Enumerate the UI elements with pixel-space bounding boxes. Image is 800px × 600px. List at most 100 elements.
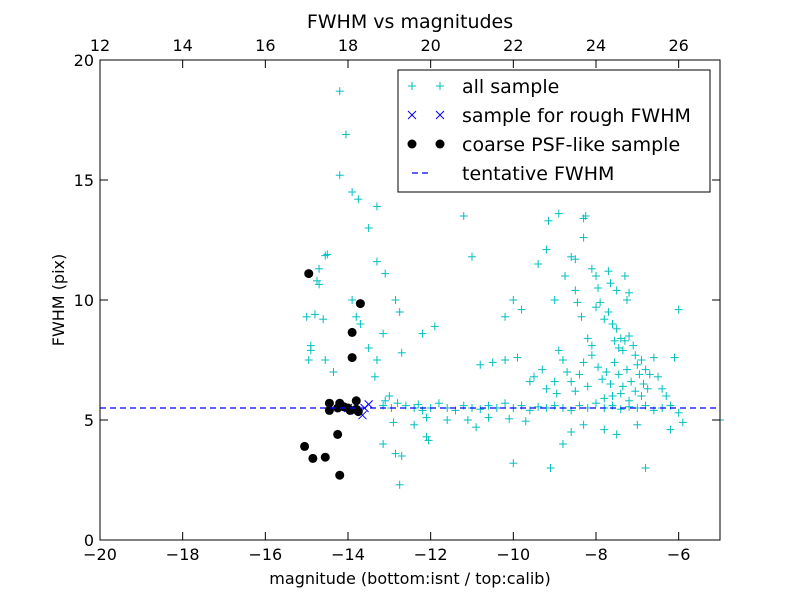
legend-sample-for-rough-fwhm-swatch-a-b	[407, 110, 417, 120]
all-sample-point	[579, 233, 588, 242]
all-sample-point	[600, 315, 609, 324]
all-sample-point	[616, 334, 625, 343]
all-sample-point	[604, 267, 613, 276]
all-sample-point	[610, 336, 619, 345]
all-sample-point	[633, 360, 642, 369]
legend-sample-for-rough-fwhm-label: sample for rough FWHM	[462, 105, 691, 127]
legend: all sample sample for rough FWHM coarse PS…	[397, 69, 711, 193]
all-sample-point	[606, 279, 615, 288]
all-sample-point	[612, 324, 621, 333]
all-sample-point	[608, 392, 617, 400]
all-sample-point	[592, 272, 600, 280]
all-sample-point	[600, 425, 609, 434]
all-sample-point	[315, 264, 324, 273]
all-sample-point	[379, 329, 388, 338]
all-sample-point	[575, 401, 584, 410]
all-sample-point	[606, 380, 615, 388]
all-sample-point	[391, 296, 400, 304]
all-sample-point	[649, 353, 658, 362]
all-sample-point	[637, 356, 646, 364]
all-sample-point	[552, 389, 561, 398]
all-sample-point	[602, 368, 611, 376]
all-sample-point	[525, 406, 534, 415]
all-sample-point	[315, 280, 324, 289]
legend-all-sample-swatch-b	[436, 82, 444, 90]
x-tick-label: −20	[83, 545, 117, 564]
all-sample-point	[530, 372, 538, 381]
all-sample-point	[364, 344, 373, 352]
all-sample-point	[422, 413, 431, 422]
legend-tentative-fwhm-label: tentative FWHM	[462, 163, 614, 185]
all-sample-point	[389, 418, 398, 427]
coarse-psf-like-sample-point	[308, 453, 318, 463]
all-sample-point	[645, 370, 654, 379]
coarse-psf-like-sample-point	[304, 269, 314, 279]
axis-ticks: −20 −18 −16 −14 −12 −10 −8 −6 12 14 16 18 20 22 24 26 0 5…	[74, 36, 720, 564]
all-sample-point	[472, 423, 481, 432]
coarse-psf-like-sample-point	[351, 396, 361, 406]
all-sample-point	[620, 272, 629, 280]
x-tick-label: −14	[331, 545, 365, 564]
all-sample-point	[643, 384, 652, 393]
all-sample-point	[348, 188, 357, 196]
all-sample-point	[513, 353, 522, 362]
all-sample-point	[587, 341, 596, 350]
all-sample-point	[414, 400, 423, 409]
all-sample-point	[443, 416, 452, 424]
all-sample-point	[393, 399, 402, 408]
all-sample-point	[625, 396, 634, 405]
all-sample-point	[662, 392, 671, 400]
all-sample-point	[422, 432, 431, 441]
all-sample-point	[571, 255, 580, 264]
x-tick-label: −6	[667, 545, 691, 564]
all-sample-point	[544, 216, 553, 225]
coarse-psf-like-sample-point	[324, 405, 334, 415]
all-sample-point	[395, 308, 404, 316]
top-tick-label: 16	[255, 36, 275, 55]
all-sample-point	[550, 296, 559, 304]
all-sample-point	[563, 368, 572, 376]
all-sample-point	[658, 384, 667, 393]
all-sample-point	[674, 305, 683, 314]
all-sample-point	[625, 332, 634, 340]
all-sample-point	[608, 320, 617, 328]
all-sample-point	[579, 358, 588, 367]
all-sample-point	[558, 440, 567, 448]
coarse-psf-like-sample-point	[320, 452, 330, 462]
all-sample-point	[623, 365, 631, 374]
all-sample-point	[598, 375, 607, 384]
coarse-psf-like-sample-point	[347, 353, 357, 363]
x-axis-label: magnitude (bottom:isnt / top:calib)	[269, 569, 550, 588]
all-sample-point	[391, 449, 400, 458]
chart-title: FWHM vs magnitudes	[307, 11, 513, 33]
all-sample-point	[583, 382, 592, 391]
coarse-psf-like-sample-point	[347, 327, 357, 337]
all-sample-point	[577, 312, 586, 321]
top-tick-label: 12	[90, 36, 110, 55]
y-tick-label: 15	[74, 171, 94, 190]
all-sample-point	[571, 387, 580, 396]
all-sample-point	[434, 399, 443, 408]
legend-sample-for-rough-fwhm-swatch-b-b	[435, 110, 445, 120]
all-sample-point	[625, 288, 634, 297]
all-sample-point	[674, 408, 683, 417]
all-sample-point	[623, 296, 631, 304]
coarse-psf-like-sample-point	[355, 299, 365, 309]
coarse-psf-like-sample-point	[353, 407, 363, 417]
all-sample-point	[558, 356, 567, 364]
all-sample-point	[459, 212, 468, 220]
all-sample-point	[505, 414, 514, 423]
all-sample-point	[610, 358, 619, 367]
all-sample-point	[641, 365, 650, 374]
all-sample-point	[575, 370, 584, 379]
all-sample-point	[329, 368, 338, 376]
x-tick-label: −8	[584, 545, 608, 564]
all-sample-point	[641, 464, 650, 472]
y-tick-label: 20	[74, 51, 94, 70]
all-sample-point	[627, 377, 636, 386]
all-sample-point	[476, 360, 485, 369]
all-sample-point	[484, 413, 493, 422]
all-sample-point	[571, 286, 580, 295]
x-tick-label: −16	[248, 545, 282, 564]
